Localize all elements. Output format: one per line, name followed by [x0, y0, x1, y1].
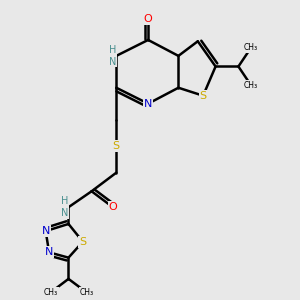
Text: N: N — [41, 226, 50, 236]
Text: CH₃: CH₃ — [244, 44, 258, 52]
Text: S: S — [79, 237, 86, 247]
Text: S: S — [113, 141, 120, 151]
Text: O: O — [109, 202, 117, 212]
Text: S: S — [200, 91, 207, 101]
Text: CH₃: CH₃ — [244, 81, 258, 90]
Text: N: N — [144, 99, 152, 109]
Text: H
N: H N — [61, 196, 68, 218]
Text: H
N: H N — [109, 45, 116, 67]
Text: CH₃: CH₃ — [79, 288, 93, 297]
Text: O: O — [144, 14, 152, 24]
Text: N: N — [45, 247, 53, 257]
Text: CH₃: CH₃ — [44, 288, 58, 297]
